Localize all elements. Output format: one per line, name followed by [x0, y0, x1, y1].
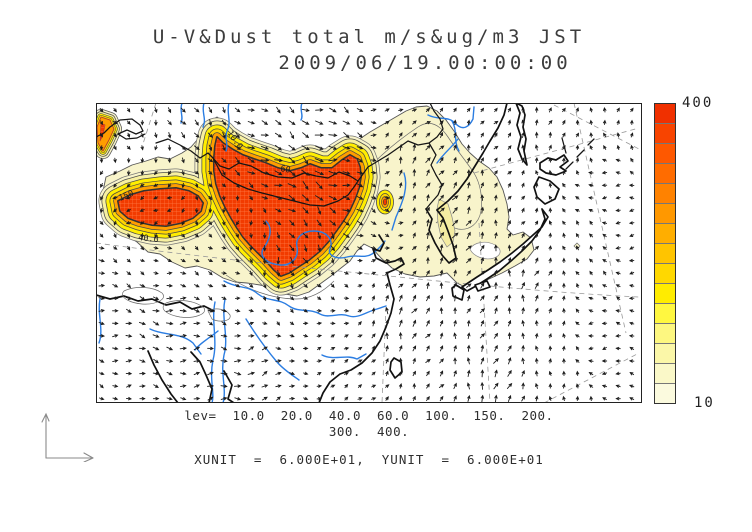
bengal-coast	[190, 351, 213, 404]
tibet-outline-1	[122, 287, 164, 305]
graticule-lines	[95, 102, 640, 404]
colorbar-segment	[655, 143, 675, 163]
colorbar-segment	[655, 283, 675, 303]
map-panel: 150 40.0 10.0 60	[95, 102, 642, 404]
colorbar-segment	[655, 183, 675, 203]
india-east-coast	[147, 350, 179, 404]
colorbar-segment	[655, 104, 675, 123]
tibet-outline-2	[162, 300, 206, 318]
wind-vector-arrows	[98, 106, 635, 403]
myanmar-coast	[223, 370, 235, 404]
contour-levels-line1: lev= 10.0 20.0 40.0 60.0 100. 150. 200.	[184, 408, 554, 423]
dust-secondary-maximum	[376, 189, 394, 215]
plot-timestamp: 2009/06/19.00:00:00	[278, 52, 572, 74]
contour-levels-line2: 300. 400.	[328, 424, 410, 439]
map-frame	[96, 103, 642, 403]
kuril-islands	[561, 137, 595, 170]
colorbar-segment	[655, 243, 675, 263]
colorbar-segment	[655, 123, 675, 143]
contour-value-label: 60	[279, 164, 291, 176]
wind-arrow-glyphs	[98, 106, 635, 403]
coastlines	[95, 102, 595, 404]
hokkaido-island	[533, 176, 560, 205]
colorbar-segment	[655, 363, 675, 383]
colorbar-segment	[655, 223, 675, 243]
dust-nw-maximum	[97, 117, 114, 151]
colorbar-segment	[655, 163, 675, 183]
rivers	[98, 102, 475, 404]
china-coast	[318, 234, 405, 404]
clear-hole-sea-of-japan	[469, 241, 501, 260]
plot-title: U-V&Dust total m/s&ug/m3 JST	[152, 26, 586, 48]
colorbar-segment	[655, 263, 675, 283]
primorye-coast	[436, 102, 508, 211]
colorbar	[654, 103, 676, 404]
colorbar-segment	[655, 383, 675, 403]
sakhalin-island	[515, 102, 528, 166]
y-axis-arrow	[41, 412, 50, 459]
korea-coast	[425, 208, 457, 264]
colorbar-segment	[655, 303, 675, 323]
colorbar-segment	[655, 203, 675, 223]
country-borders	[95, 102, 444, 210]
tibet-outline-3	[207, 308, 231, 322]
colorbar-segment	[655, 323, 675, 343]
x-axis-arrow	[45, 452, 94, 462]
axis-direction-indicator	[41, 412, 94, 462]
kamchatka-fragment	[539, 154, 569, 176]
colorbar-min-label: 10	[694, 395, 715, 411]
colorbar-segment	[655, 343, 675, 363]
colorbar-max-label: 400	[682, 95, 714, 111]
honshu-island	[461, 208, 549, 292]
xunit-yunit-line: XUNIT = 6.000E+01, YUNIT = 6.000E+01	[194, 452, 544, 467]
